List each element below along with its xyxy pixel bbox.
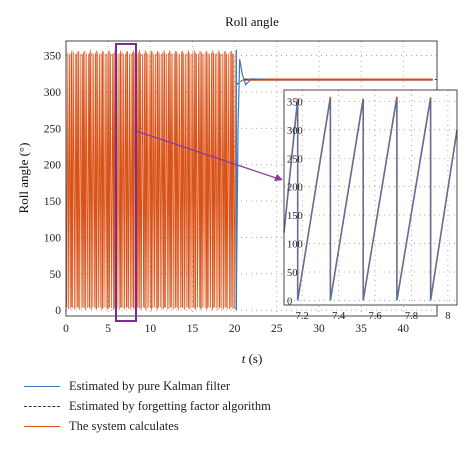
inset-x-tick-labels: 7.2 7.4 7.6 7.8 8 — [296, 311, 451, 322]
main-y-tick-label: 200 — [44, 160, 62, 172]
inset-y-tick-label: 100 — [287, 240, 303, 251]
inset-y-tick-label: 350 — [287, 97, 303, 108]
inset-plot-frame — [283, 89, 458, 306]
main-x-tick-label: 25 — [271, 323, 283, 335]
inset-y-tick-label: 300 — [287, 126, 303, 137]
main-y-tick-label: 150 — [44, 196, 62, 208]
legend-swatch-forgetting-factor — [24, 405, 60, 407]
inset-grid — [284, 90, 457, 305]
x-axis-label: t (s) — [242, 351, 263, 366]
x-axis-variable: t — [242, 351, 246, 366]
main-y-tick-label: 250 — [44, 123, 62, 135]
main-x-tick-label: 0 — [63, 323, 69, 335]
inset-x-tick-label: 7.4 — [332, 311, 346, 322]
legend-label-system: The system calculates — [69, 419, 179, 433]
main-y-tick-label: 50 — [50, 269, 62, 281]
main-y-tick-label: 0 — [55, 305, 61, 317]
y-axis-label: Roll angle (°) — [16, 143, 31, 214]
inset-background — [284, 90, 457, 305]
zoom-arrowhead — [274, 174, 283, 181]
legend-swatch-system — [24, 425, 60, 427]
main-x-tick-label: 40 — [398, 323, 410, 335]
inset-x-tick-label: 7.8 — [405, 311, 418, 322]
main-x-tick-label: 30 — [313, 323, 325, 335]
main-y-tick-label: 350 — [44, 51, 62, 63]
series-kalman-filter — [235, 59, 433, 311]
main-series-layer — [65, 49, 437, 311]
inset-y-tick-label: 150 — [287, 211, 303, 222]
legend-label-forgetting-factor: Estimated by forgetting factor algorithm — [69, 399, 271, 413]
main-x-tick-label: 15 — [187, 323, 199, 335]
main-y-tick-label: 100 — [44, 232, 62, 244]
zoom-region-box — [115, 43, 137, 322]
series-system-calculates-oscillation — [65, 49, 237, 311]
main-x-tick-label: 5 — [105, 323, 111, 335]
legend-item-system: The system calculates — [24, 416, 271, 436]
zoom-arrow — [135, 130, 280, 180]
inset-y-tick-label: 200 — [287, 183, 303, 194]
inset-y-tick-label: 0 — [287, 296, 292, 307]
legend: Estimated by pure Kalman filter Estimate… — [24, 376, 271, 436]
legend-item-forgetting-factor: Estimated by forgetting factor algorithm — [24, 396, 271, 416]
inset-series-kalman-filter — [283, 98, 458, 301]
inset-x-tick-label: 7.6 — [368, 311, 381, 322]
legend-swatch-kalman — [24, 385, 60, 387]
legend-item-kalman: Estimated by pure Kalman filter — [24, 376, 271, 396]
main-y-tick-label: 300 — [44, 87, 62, 99]
inset-series-layer — [283, 96, 458, 301]
chart-title: Roll angle — [225, 14, 279, 29]
inset-x-tick-label: 7.2 — [296, 311, 309, 322]
inset-y-tick-label: 250 — [287, 154, 303, 165]
main-y-tick-labels: 0 50 100 150 200 250 300 350 — [44, 51, 62, 318]
main-x-tick-label: 10 — [145, 323, 157, 335]
legend-label-kalman: Estimated by pure Kalman filter — [69, 379, 231, 393]
inset-y-tick-labels: 0 50 100 150 200 250 300 350 — [287, 97, 303, 307]
inset-x-tick-label: 8 — [445, 311, 450, 322]
main-x-tick-label: 35 — [355, 323, 367, 335]
main-x-tick-label: 20 — [229, 323, 241, 335]
x-axis-unit: (s) — [245, 351, 262, 366]
main-x-tick-labels: 0 5 10 15 20 25 30 35 40 — [63, 323, 409, 335]
inset-y-tick-label: 50 — [287, 268, 298, 279]
